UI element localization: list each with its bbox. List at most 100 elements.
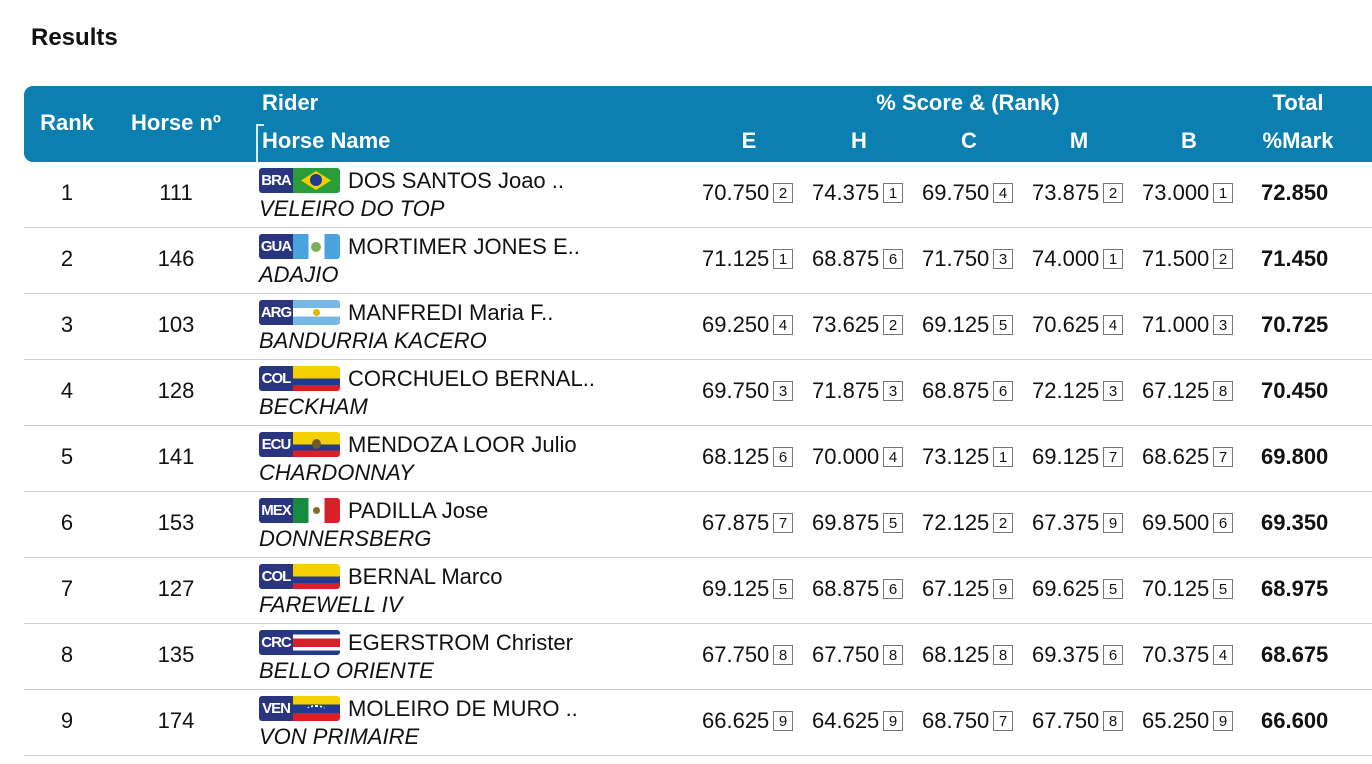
score-value: 67.875 xyxy=(702,510,770,535)
judge-score: 73.875 2 xyxy=(1032,180,1123,206)
horse-name[interactable]: DONNERSBERG xyxy=(259,526,432,551)
horse-name[interactable]: BELLO ORIENTE xyxy=(259,658,434,683)
score-rank-badge: 9 xyxy=(773,711,793,731)
judge-score: 73.625 2 xyxy=(812,312,903,338)
rank-cell: 1 xyxy=(60,180,74,205)
table-row[interactable]: 7 127 COL BERNAL Marco FAREWELL IV 69.125 5 68.… xyxy=(24,558,1372,624)
page-title: Results xyxy=(31,24,118,51)
score-rank-badge: 9 xyxy=(1103,513,1123,533)
score-rank-badge: 6 xyxy=(773,447,793,467)
header-judge-h[interactable]: H xyxy=(851,128,867,153)
judge-score: 73.125 1 xyxy=(922,444,1013,470)
score-rank-badge: 8 xyxy=(1103,711,1123,731)
rank-cell: 4 xyxy=(60,378,74,403)
judge-score: 67.750 8 xyxy=(1032,708,1123,734)
header-horse-no[interactable]: Horse nº xyxy=(131,110,221,135)
table-body: 1 111 BRA DOS SANTOS Joao .. VELEIRO DO TOP 7… xyxy=(24,162,1372,756)
score-rank-badge: 6 xyxy=(1213,513,1233,533)
table-row[interactable]: 1 111 BRA DOS SANTOS Joao .. VELEIRO DO TOP 7… xyxy=(24,162,1372,228)
score-rank-badge: 7 xyxy=(1103,447,1123,467)
table-row[interactable]: 9 174 VEN MOLEIRO DE MURO .. VON PRIMAIRE 66.… xyxy=(24,690,1372,756)
rank-cell: 6 xyxy=(60,510,74,535)
score-rank-badge: 2 xyxy=(993,513,1013,533)
rider-name[interactable]: PADILLA Jose xyxy=(348,498,489,523)
score-value: 69.125 xyxy=(922,312,990,337)
score-value: 67.750 xyxy=(702,642,770,667)
rider-name[interactable]: MOLEIRO DE MURO .. xyxy=(348,696,578,721)
score-rank-badge: 5 xyxy=(883,513,903,533)
horse-no-cell: 111 xyxy=(159,180,193,205)
total-mark: 70.725 xyxy=(1261,312,1329,337)
horse-name[interactable]: ADAJIO xyxy=(259,262,339,287)
judge-score: 71.750 3 xyxy=(922,246,1013,272)
score-value: 68.875 xyxy=(812,576,880,601)
judge-score: 74.375 1 xyxy=(812,180,903,206)
score-value: 68.875 xyxy=(812,246,880,271)
header-bracket xyxy=(256,124,264,162)
header-horse-name[interactable]: Horse Name xyxy=(262,128,391,153)
score-rank-badge: 7 xyxy=(1213,447,1233,467)
nation-flag-icon: MEX xyxy=(259,498,340,523)
flag-image xyxy=(293,564,340,589)
rider-name[interactable]: DOS SANTOS Joao .. xyxy=(348,168,565,193)
header-judge-b[interactable]: B xyxy=(1181,128,1197,153)
horse-name[interactable]: BECKHAM xyxy=(259,394,368,419)
score-rank-badge: 3 xyxy=(1103,381,1123,401)
score-rank-badge: 1 xyxy=(1213,183,1233,203)
horse-name[interactable]: FAREWELL IV xyxy=(259,592,403,617)
header-judge-m[interactable]: M xyxy=(1069,128,1089,153)
judge-score: 70.625 4 xyxy=(1032,312,1123,338)
score-rank-badge: 1 xyxy=(1103,249,1123,269)
rider-name[interactable]: MORTIMER JONES E.. xyxy=(348,234,580,259)
table-row[interactable]: 4 128 COL CORCHUELO BERNAL.. BECKHAM 69.750 3 7… xyxy=(24,360,1372,426)
judge-score: 73.000 1 xyxy=(1142,180,1233,206)
rider-name[interactable]: CORCHUELO BERNAL.. xyxy=(348,366,595,391)
header-rank[interactable]: Rank xyxy=(40,110,94,135)
header-rider[interactable]: Rider xyxy=(262,90,319,115)
header-judge-e[interactable]: E xyxy=(741,128,757,153)
judge-score: 68.750 7 xyxy=(922,708,1013,734)
score-value: 73.625 xyxy=(812,312,880,337)
score-value: 69.250 xyxy=(702,312,770,337)
header-total[interactable]: Total xyxy=(1272,90,1324,115)
score-rank-badge: 8 xyxy=(883,645,903,665)
results-table: Rank Horse nº Rider Horse Name % Score &… xyxy=(24,86,1372,756)
score-value: 72.125 xyxy=(1032,378,1100,403)
horse-name[interactable]: CHARDONNAY xyxy=(259,460,414,485)
rider-name[interactable]: MANFREDI Maria F.. xyxy=(348,300,554,325)
table-row[interactable]: 3 103 ARG MANFREDI Maria F.. BANDURRIA KACER… xyxy=(24,294,1372,360)
table-row[interactable]: 2 146 GUA MORTIMER JONES E.. ADAJIO 71.125 1 68… xyxy=(24,228,1372,294)
score-rank-badge: 1 xyxy=(993,447,1013,467)
judge-score: 68.125 8 xyxy=(922,642,1013,668)
nation-code: BRA xyxy=(259,168,293,193)
header-total-mark[interactable]: %Mark xyxy=(1262,128,1334,153)
score-rank-badge: 7 xyxy=(993,711,1013,731)
header-score-group: % Score & (Rank) xyxy=(876,90,1060,115)
total-mark: 71.450 xyxy=(1261,246,1329,271)
header-judge-c[interactable]: C xyxy=(961,128,977,153)
horse-name[interactable]: VELEIRO DO TOP xyxy=(259,196,445,221)
table-row[interactable]: 5 141 ECU MENDOZA LOOR Julio CHARDONNAY 68.12… xyxy=(24,426,1372,492)
rider-name[interactable]: EGERSTROM Christer xyxy=(348,630,573,655)
rider-name[interactable]: MENDOZA LOOR Julio xyxy=(348,432,577,457)
score-rank-badge: 4 xyxy=(993,183,1013,203)
table-row[interactable]: 6 153 MEX PADILLA Jose DONNERSBERG 67.875 7 69.… xyxy=(24,492,1372,558)
score-value: 69.750 xyxy=(702,378,770,403)
horse-no-cell: 103 xyxy=(157,312,195,337)
score-value: 68.625 xyxy=(1142,444,1210,469)
nation-code: COL xyxy=(259,564,293,589)
judge-score: 67.750 8 xyxy=(702,642,793,668)
horse-name[interactable]: BANDURRIA KACERO xyxy=(259,328,487,353)
table-row[interactable]: 8 135 CRC EGERSTROM Christer BELLO ORIENTE 67… xyxy=(24,624,1372,690)
judge-score: 71.000 3 xyxy=(1142,312,1233,338)
score-rank-badge: 6 xyxy=(883,249,903,269)
nation-code: ARG xyxy=(259,300,293,325)
score-value: 69.625 xyxy=(1032,576,1100,601)
horse-name[interactable]: VON PRIMAIRE xyxy=(259,724,420,749)
judge-score: 70.000 4 xyxy=(812,444,903,470)
judge-score: 67.375 9 xyxy=(1032,510,1123,536)
judge-score: 67.125 8 xyxy=(1142,378,1233,404)
score-rank-badge: 9 xyxy=(1213,711,1233,731)
rider-name[interactable]: BERNAL Marco xyxy=(348,564,503,589)
score-value: 69.125 xyxy=(1032,444,1100,469)
